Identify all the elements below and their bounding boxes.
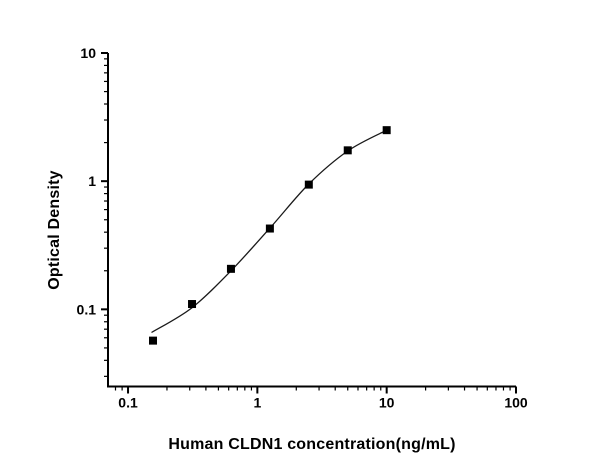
y-tick-label: 1: [88, 173, 96, 189]
data-point-marker: [382, 126, 391, 135]
x-axis-title: Human CLDN1 concentration(ng/mL): [168, 436, 456, 453]
data-point-marker: [226, 264, 235, 273]
y-tick-label: 0.1: [77, 301, 97, 317]
x-tick-label: 100: [504, 395, 528, 411]
data-point-marker: [304, 180, 313, 189]
data-point-marker: [188, 300, 197, 309]
data-point-marker: [149, 336, 158, 345]
data-point-marker: [343, 146, 352, 155]
data-point-marker: [265, 224, 274, 233]
x-tick-label: 10: [379, 395, 395, 411]
x-tick-label: 0.1: [118, 395, 138, 411]
y-axis-title: Optical Density: [46, 170, 63, 290]
y-tick-label: 10: [80, 45, 96, 61]
x-tick-label: 1: [253, 395, 261, 411]
